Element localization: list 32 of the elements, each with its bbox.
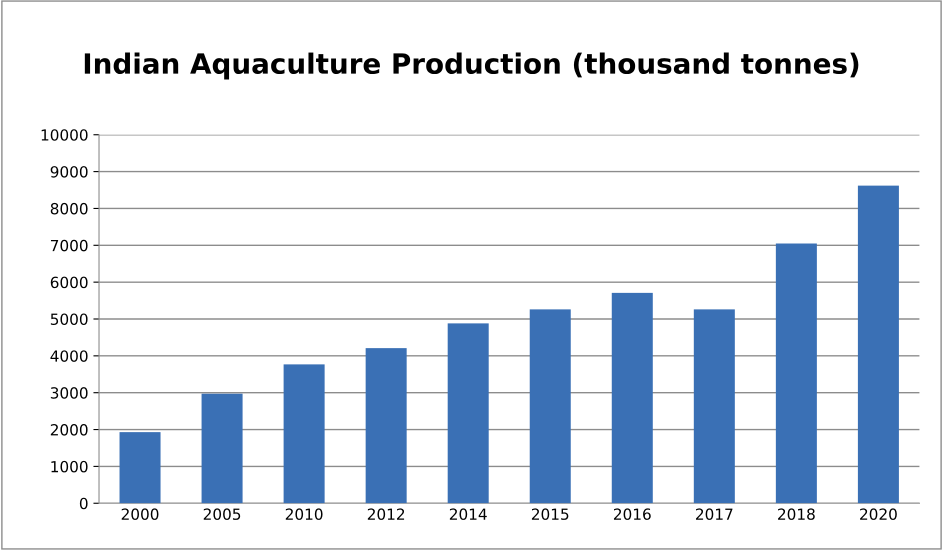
y-tick-label: 9000 [50, 166, 88, 178]
x-tick-label: 2017 [696, 508, 732, 520]
bar [612, 292, 653, 504]
y-tick-label: 7000 [50, 240, 88, 252]
y-tick-label: 0 [80, 498, 88, 510]
bar [448, 323, 489, 504]
bar [202, 394, 243, 504]
x-tick-label: 2010 [286, 508, 323, 520]
x-tick-label: 2000 [122, 508, 158, 520]
x-tick-label: 2015 [532, 508, 568, 520]
bar [776, 243, 817, 504]
y-tick-label: 4000 [50, 350, 88, 362]
bar [694, 309, 735, 504]
bar [366, 348, 407, 504]
y-tick-label: 10000 [42, 129, 88, 141]
x-tick-label: 2012 [368, 508, 404, 520]
y-tick-label: 3000 [50, 387, 88, 399]
x-tick-label: 2020 [860, 508, 897, 520]
y-tick-label: 8000 [50, 202, 88, 214]
x-tick-label: 2016 [614, 508, 651, 520]
bar [858, 186, 899, 504]
bar [530, 309, 571, 504]
y-tick-label: 2000 [50, 424, 88, 436]
bar [120, 432, 161, 504]
chart-title: Indian Aquaculture Production (thousand tonnes) [84, 52, 858, 80]
bar [284, 364, 325, 504]
x-tick-label: 2014 [450, 508, 487, 520]
x-tick-label: 2005 [204, 508, 240, 520]
y-tick-label: 6000 [50, 276, 88, 288]
y-tick-label: 5000 [50, 313, 88, 326]
y-tick-label: 1000 [51, 460, 88, 472]
x-tick-label: 2018 [778, 508, 815, 520]
